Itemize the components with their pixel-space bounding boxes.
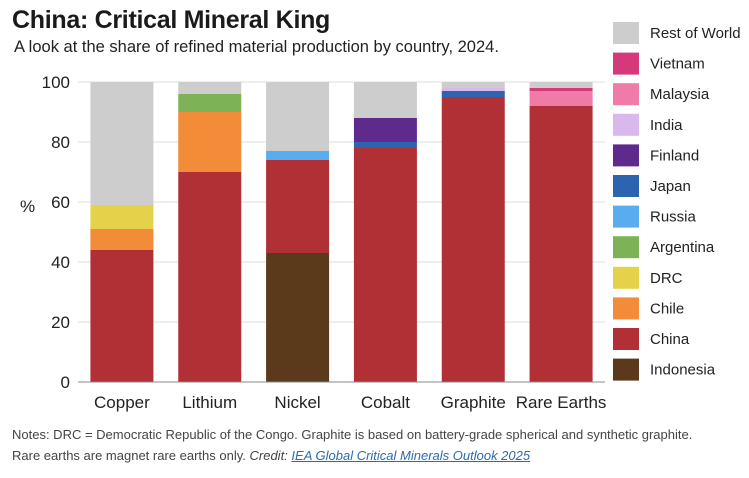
y-tick-label-60: 60 xyxy=(51,193,70,212)
bar-copper-rest-of-world xyxy=(90,82,154,205)
legend-swatch-argentina xyxy=(613,236,639,259)
bar-copper-drc xyxy=(90,205,154,229)
x-tick-label-copper: Copper xyxy=(94,393,150,412)
y-axis-label: % xyxy=(20,197,35,216)
legend-label-malaysia: Malaysia xyxy=(650,86,710,103)
bar-graphite-japan xyxy=(441,91,505,97)
x-tick-label-cobalt: Cobalt xyxy=(361,393,410,412)
legend-label-vietnam: Vietnam xyxy=(650,56,705,73)
chart-notes: Notes: DRC = Democratic Republic of the … xyxy=(12,424,712,466)
bar-graphite-china xyxy=(441,97,505,382)
legend-swatch-finland xyxy=(613,144,639,167)
chart-subtitle: A look at the share of refined material … xyxy=(14,38,499,56)
legend-swatch-indonesia xyxy=(613,358,639,381)
chart-title: China: Critical Mineral King xyxy=(12,6,331,34)
legend-swatch-drc xyxy=(613,266,639,289)
legend-label-drc: DRC xyxy=(650,270,683,287)
bar-rare-earths-rest-of-world xyxy=(529,82,593,88)
legend-label-india: India xyxy=(650,117,683,134)
legend-label-argentina: Argentina xyxy=(650,239,715,256)
legend-swatch-chile xyxy=(613,297,639,320)
legend-swatch-india xyxy=(613,113,639,136)
legend-label-china: China xyxy=(650,331,690,348)
y-tick-label-0: 0 xyxy=(61,373,70,392)
legend-label-indonesia: Indonesia xyxy=(650,362,716,379)
legend-label-chile: Chile xyxy=(650,300,684,317)
x-tick-label-lithium: Lithium xyxy=(182,393,237,412)
y-tick-label-20: 20 xyxy=(51,313,70,332)
legend-swatch-rest-of-world xyxy=(613,22,639,44)
x-tick-label-rare-earths: Rare Earths xyxy=(516,393,607,412)
bar-lithium-argentina xyxy=(178,94,242,112)
bar-cobalt-japan xyxy=(353,142,417,148)
bar-cobalt-finland xyxy=(353,118,417,142)
bar-lithium-rest-of-world xyxy=(178,82,242,94)
credit-link[interactable]: IEA Global Critical Minerals Outlook 202… xyxy=(291,448,531,463)
legend-label-finland: Finland xyxy=(650,147,699,164)
bar-cobalt-rest-of-world xyxy=(353,82,417,118)
stacked-bar-chart: 0 20 40 60 80 100% Copper Lithium Nickel Cobalt Gr… xyxy=(20,22,741,412)
bar-nickel-rest-of-world xyxy=(266,82,330,151)
legend-label-rest-of-world: Rest of World xyxy=(650,25,741,42)
legend-swatch-russia xyxy=(613,205,639,228)
y-tick-label-100: 100 xyxy=(42,73,70,92)
legend-swatch-japan xyxy=(613,175,639,197)
x-tick-label-graphite: Graphite xyxy=(441,393,506,412)
bar-graphite-rest-of-world xyxy=(441,82,505,88)
legend-label-japan: Japan xyxy=(650,178,691,195)
bar-nickel-russia xyxy=(266,151,330,160)
credit-label: Credit: xyxy=(249,448,288,463)
bar-nickel-china xyxy=(266,160,330,253)
bar-lithium-chile xyxy=(178,112,242,172)
bar-rare-earths-malaysia xyxy=(529,91,593,106)
y-tick-label-80: 80 xyxy=(51,133,70,152)
legend-swatch-vietnam xyxy=(613,52,639,75)
notes-text: Notes: DRC = Democratic Republic of the … xyxy=(12,427,693,463)
bar-nickel-indonesia xyxy=(266,253,330,382)
bar-lithium-china xyxy=(178,172,242,382)
bar-cobalt-china xyxy=(353,148,417,382)
legend-swatch-malaysia xyxy=(613,83,639,106)
bar-copper-china xyxy=(90,250,154,382)
x-tick-label-nickel: Nickel xyxy=(274,393,320,412)
legend-swatch-china xyxy=(613,328,639,350)
bar-rare-earths-vietnam xyxy=(529,88,593,91)
bar-copper-chile xyxy=(90,229,154,250)
bar-graphite-india xyxy=(441,88,505,91)
y-tick-label-40: 40 xyxy=(51,253,70,272)
bar-rare-earths-china xyxy=(529,106,593,382)
legend-label-russia: Russia xyxy=(650,209,697,226)
